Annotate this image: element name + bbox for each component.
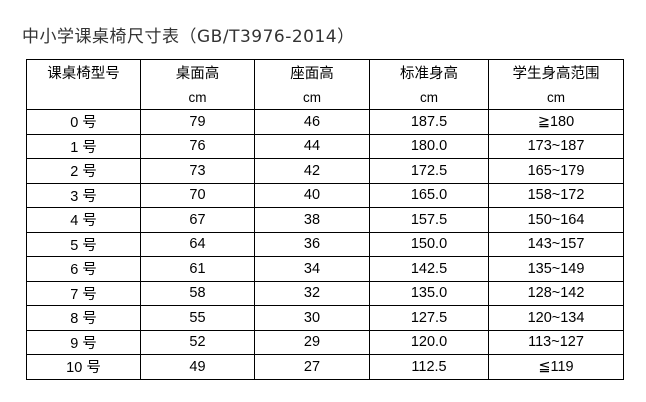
cell-seat-height: 40 [254, 182, 370, 208]
cell-standard-height: 112.5 [369, 354, 489, 380]
cell-height-range: 120~134 [488, 305, 624, 331]
table-row: 9 号 52 29 120.0 113~127 [26, 329, 624, 355]
cell-height-range: ≦119 [488, 354, 624, 380]
page-title: 中小学课桌椅尺寸表（GB/T3976-2014） [22, 27, 355, 47]
header-model: 课桌椅型号 [26, 59, 141, 85]
cell-standard-height: 150.0 [369, 231, 489, 257]
cell-desk-height: 49 [140, 354, 255, 380]
table-row: 3 号 70 40 165.0 158~172 [26, 182, 624, 208]
cell-model: 10 号 [26, 354, 141, 380]
cell-model: 8 号 [26, 305, 141, 331]
unit-desk-height: cm [140, 85, 255, 110]
cell-standard-height: 187.5 [369, 109, 489, 135]
cell-seat-height: 32 [254, 280, 370, 306]
cell-desk-height: 73 [140, 158, 255, 184]
cell-model: 6 号 [26, 256, 141, 282]
cell-seat-height: 44 [254, 133, 370, 159]
header-desk-height: 桌面高 [140, 59, 255, 85]
cell-standard-height: 157.5 [369, 207, 489, 233]
cell-desk-height: 64 [140, 231, 255, 257]
table-row: 4 号 67 38 157.5 150~164 [26, 207, 624, 233]
cell-standard-height: 180.0 [369, 133, 489, 159]
table-row: 10 号 49 27 112.5 ≦119 [26, 354, 624, 380]
header-standard-height: 标准身高 [369, 59, 489, 85]
table-row: 8 号 55 30 127.5 120~134 [26, 305, 624, 331]
cell-seat-height: 36 [254, 231, 370, 257]
cell-height-range: 113~127 [488, 329, 624, 355]
cell-model: 2 号 [26, 158, 141, 184]
cell-height-range: 173~187 [488, 133, 624, 159]
cell-seat-height: 27 [254, 354, 370, 380]
cell-standard-height: 165.0 [369, 182, 489, 208]
cell-height-range: 158~172 [488, 182, 624, 208]
unit-model [26, 85, 141, 110]
cell-model: 9 号 [26, 329, 141, 355]
table-row: 7 号 58 32 135.0 128~142 [26, 280, 624, 306]
cell-seat-height: 42 [254, 158, 370, 184]
cell-height-range: 150~164 [488, 207, 624, 233]
unit-row: cm cm cm cm [26, 85, 624, 110]
header-seat-height: 座面高 [254, 59, 370, 85]
unit-seat-height: cm [254, 85, 370, 110]
cell-seat-height: 34 [254, 256, 370, 282]
cell-desk-height: 76 [140, 133, 255, 159]
cell-desk-height: 70 [140, 182, 255, 208]
cell-height-range: 135~149 [488, 256, 624, 282]
cell-standard-height: 127.5 [369, 305, 489, 331]
table-row: 5 号 64 36 150.0 143~157 [26, 231, 624, 257]
unit-standard-height: cm [369, 85, 489, 110]
cell-model: 1 号 [26, 133, 141, 159]
table-row: 6 号 61 34 142.5 135~149 [26, 256, 624, 282]
cell-seat-height: 29 [254, 329, 370, 355]
desk-chair-size-table: 课桌椅型号 桌面高 座面高 标准身高 学生身高范围 cm cm cm cm 0 … [26, 59, 624, 380]
cell-model: 0 号 [26, 109, 141, 135]
cell-height-range: 165~179 [488, 158, 624, 184]
cell-standard-height: 142.5 [369, 256, 489, 282]
table-row: 2 号 73 42 172.5 165~179 [26, 158, 624, 184]
cell-desk-height: 79 [140, 109, 255, 135]
cell-model: 3 号 [26, 182, 141, 208]
cell-standard-height: 172.5 [369, 158, 489, 184]
cell-model: 7 号 [26, 280, 141, 306]
cell-desk-height: 58 [140, 280, 255, 306]
cell-model: 4 号 [26, 207, 141, 233]
cell-seat-height: 38 [254, 207, 370, 233]
cell-desk-height: 61 [140, 256, 255, 282]
table-row: 1 号 76 44 180.0 173~187 [26, 133, 624, 159]
cell-standard-height: 135.0 [369, 280, 489, 306]
header-height-range: 学生身高范围 [488, 59, 624, 85]
cell-desk-height: 67 [140, 207, 255, 233]
cell-desk-height: 55 [140, 305, 255, 331]
cell-height-range: 143~157 [488, 231, 624, 257]
cell-seat-height: 30 [254, 305, 370, 331]
cell-height-range: ≧180 [488, 109, 624, 135]
cell-height-range: 128~142 [488, 280, 624, 306]
table-row: 0 号 79 46 187.5 ≧180 [26, 109, 624, 135]
unit-height-range: cm [488, 85, 624, 110]
cell-desk-height: 52 [140, 329, 255, 355]
header-row: 课桌椅型号 桌面高 座面高 标准身高 学生身高范围 [26, 59, 624, 85]
cell-seat-height: 46 [254, 109, 370, 135]
cell-standard-height: 120.0 [369, 329, 489, 355]
cell-model: 5 号 [26, 231, 141, 257]
